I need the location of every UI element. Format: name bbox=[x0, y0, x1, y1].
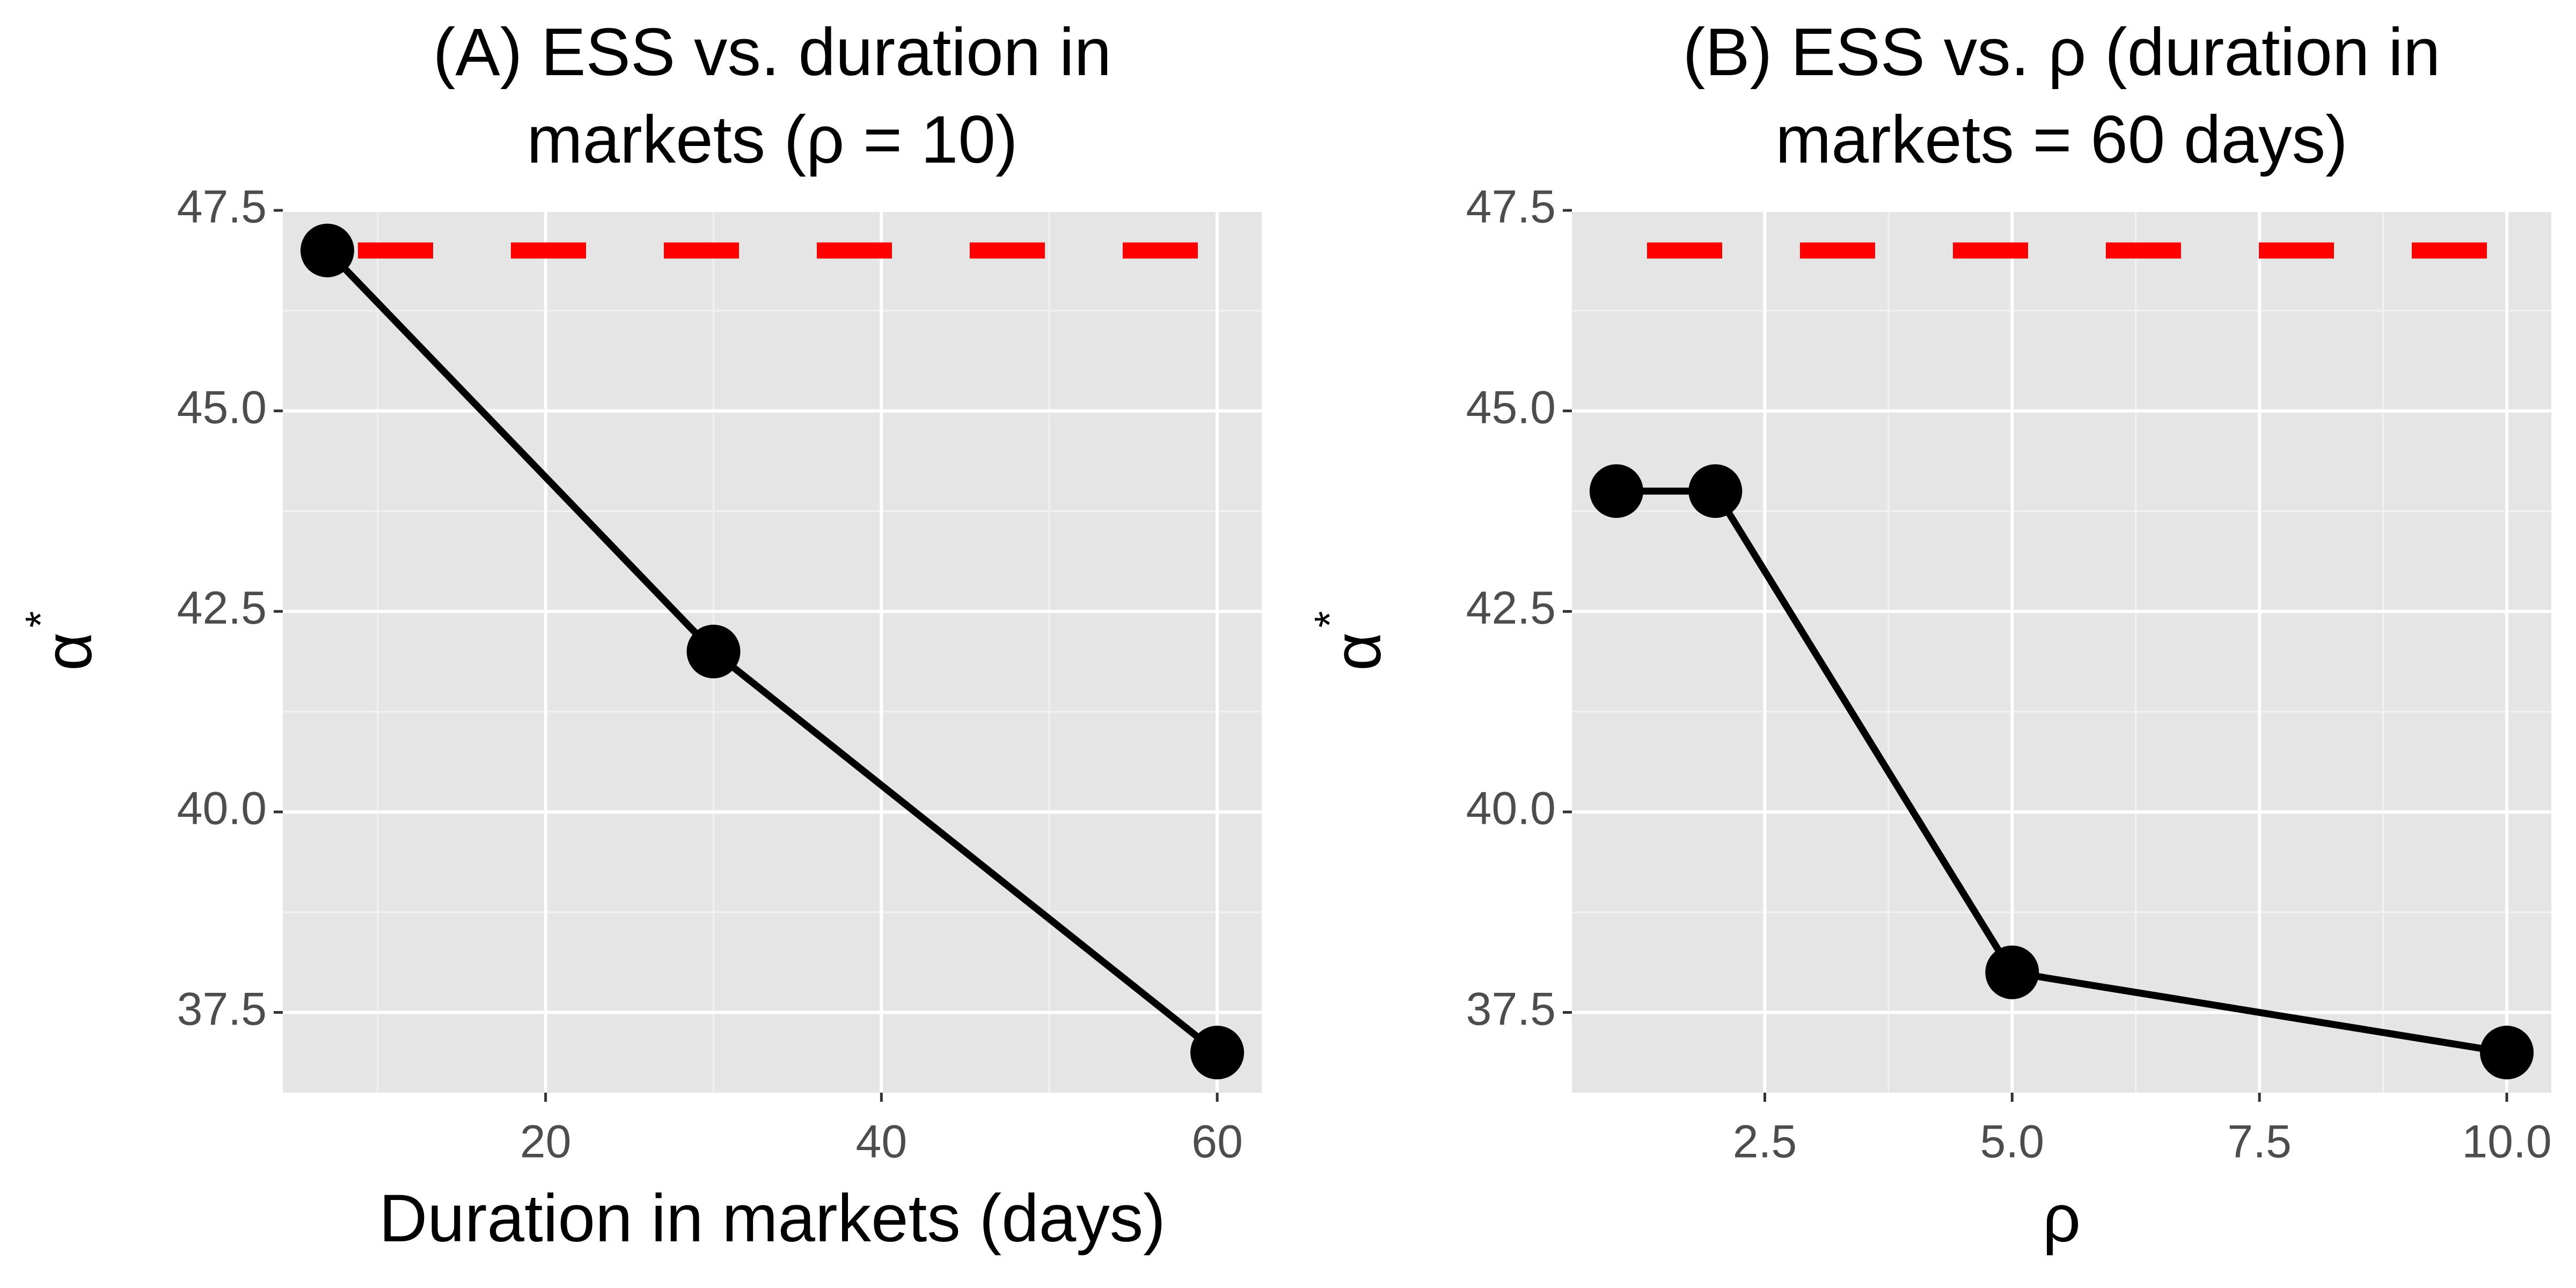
y-tick-label: 42.5 bbox=[177, 582, 267, 634]
data-point bbox=[2480, 1026, 2534, 1080]
y-tick-label: 47.5 bbox=[177, 181, 267, 233]
plot-panel bbox=[1572, 210, 2551, 1093]
x-tick-label: 20 bbox=[520, 1116, 572, 1168]
data-point bbox=[1985, 945, 2039, 999]
y-axis-title-superscript: * bbox=[17, 611, 64, 627]
x-tick-label: 60 bbox=[1191, 1116, 1243, 1168]
y-tick-label: 47.5 bbox=[1466, 181, 1556, 233]
y-tick-label: 42.5 bbox=[1466, 582, 1556, 634]
data-point bbox=[686, 625, 741, 678]
data-line bbox=[1616, 487, 2508, 1056]
data-point bbox=[300, 223, 354, 277]
y-tick-label: 45.0 bbox=[177, 382, 267, 433]
y-tick-label: 37.5 bbox=[1466, 983, 1556, 1035]
data-point bbox=[1688, 464, 1743, 518]
x-tick-label: 10.0 bbox=[2462, 1116, 2551, 1168]
y-axis-title: α bbox=[31, 632, 106, 671]
plot-panel bbox=[283, 210, 1262, 1093]
chart-title: markets (ρ = 10) bbox=[526, 103, 1018, 177]
chart-title: markets = 60 days) bbox=[1775, 103, 2347, 177]
x-tick-label: 40 bbox=[856, 1116, 908, 1168]
x-axis-title: ρ bbox=[2043, 1181, 2081, 1256]
y-tick-label: 40.0 bbox=[1466, 783, 1556, 835]
chart-title: (A) ESS vs. duration in bbox=[433, 15, 1111, 90]
y-axis-title: α bbox=[1320, 632, 1395, 671]
x-tick-label: 2.5 bbox=[1733, 1116, 1797, 1168]
data-point bbox=[1190, 1026, 1245, 1080]
y-tick-label: 45.0 bbox=[1466, 382, 1556, 433]
y-tick-label: 37.5 bbox=[177, 983, 267, 1035]
y-axis-title-superscript: * bbox=[1306, 611, 1353, 627]
y-tick-label: 40.0 bbox=[177, 783, 267, 835]
x-tick-label: 7.5 bbox=[2227, 1116, 2292, 1168]
chart-title: (B) ESS vs. ρ (duration in bbox=[1683, 15, 2441, 90]
x-axis-title: Duration in markets (days) bbox=[379, 1181, 1166, 1256]
x-tick-label: 5.0 bbox=[1980, 1116, 2045, 1168]
data-point bbox=[1589, 464, 1643, 518]
